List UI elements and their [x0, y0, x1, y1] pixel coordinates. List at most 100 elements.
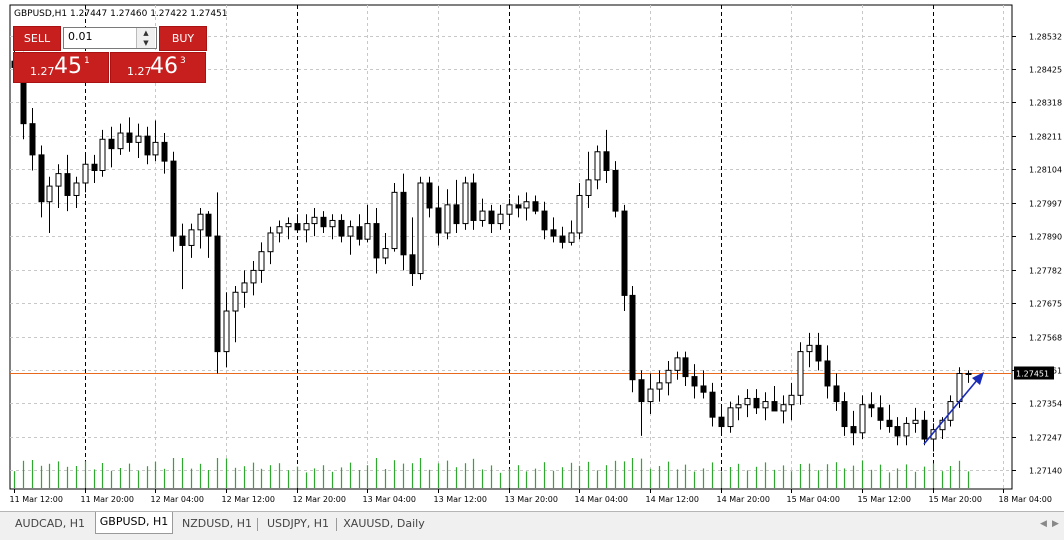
candle-bullish	[762, 401, 769, 409]
buy-price-box[interactable]: 1.27 46 3	[110, 52, 206, 83]
candle-bullish	[46, 185, 53, 203]
chart-window[interactable]: 1.28532 1.28425 1.28318 1.28211 1.28104 1.279…	[0, 0, 1064, 511]
y-tick-label: 1.28425	[1029, 66, 1062, 75]
candle-bearish	[170, 160, 177, 237]
candle-bearish	[91, 163, 98, 171]
tab-separator	[336, 518, 337, 531]
spin-down-icon[interactable]: ▼	[137, 38, 155, 48]
candle-bearish	[126, 132, 133, 143]
x-tick-label: 14 Mar 20:00	[717, 495, 770, 504]
candle-bearish	[435, 207, 442, 234]
candle-bearish	[833, 385, 840, 403]
candle-bearish	[691, 376, 698, 387]
candle-bearish	[338, 219, 345, 237]
candle-bearish	[161, 141, 168, 162]
x-tick-label: 11 Mar 12:00	[10, 495, 63, 504]
candle-bearish	[894, 426, 901, 437]
candle-bullish	[479, 210, 486, 221]
tab-scroll-right-icon[interactable]: ▶	[1052, 519, 1059, 529]
x-tick-label: 18 Mar 04:00	[999, 495, 1052, 504]
candle-bullish	[55, 173, 62, 187]
y-tick-label: 1.27890	[1029, 233, 1062, 242]
candle-bearish	[294, 223, 301, 231]
candle-bearish	[426, 182, 433, 209]
candle-bullish	[806, 344, 813, 353]
candle-bearish	[38, 154, 45, 203]
candle-bullish	[391, 191, 398, 250]
candle-bearish	[515, 204, 522, 209]
x-tick-label: 12 Mar 20:00	[293, 495, 346, 504]
candle-bullish	[647, 388, 654, 403]
candle-bullish	[912, 419, 919, 424]
trend-arrow[interactable]	[923, 378, 979, 445]
candle-bearish	[629, 294, 636, 381]
x-tick-label: 14 Mar 04:00	[575, 495, 628, 504]
candle-bearish	[550, 229, 557, 237]
candle-bullish	[576, 194, 583, 234]
tab-xauusd[interactable]: XAUUSD, Daily	[343, 517, 425, 530]
y-tick-label: 1.27782	[1029, 267, 1062, 276]
candle-bullish	[258, 251, 265, 271]
tab-gbpusd[interactable]: GBPUSD, H1	[95, 512, 173, 534]
candle-bullish	[329, 219, 336, 228]
candle-bearish	[108, 138, 115, 150]
candle-bullish	[903, 422, 910, 437]
candle-bearish	[886, 419, 893, 428]
trend-arrow-head-icon	[972, 372, 984, 385]
candle-bearish	[868, 404, 875, 409]
x-tick-label: 12 Mar 04:00	[151, 495, 204, 504]
sell-price-fraction: 1	[84, 56, 90, 66]
candle-bullish	[73, 182, 80, 196]
tab-scroll-left-icon[interactable]: ◀	[1040, 519, 1047, 529]
candle-bearish	[824, 360, 831, 387]
candle-bearish	[753, 397, 760, 409]
candle-bullish	[594, 151, 601, 181]
price-chart[interactable]: 1.28532 1.28425 1.28318 1.28211 1.28104 1.279…	[0, 0, 1064, 511]
candle-bullish	[188, 229, 195, 246]
tab-usdjpy[interactable]: USDJPY, H1	[266, 517, 330, 530]
candle-bullish	[364, 223, 371, 240]
candle-bullish	[82, 163, 89, 184]
y-tick-label: 1.28104	[1029, 166, 1062, 175]
buy-button[interactable]: BUY	[159, 26, 207, 51]
candle-bearish	[320, 216, 327, 228]
candle-bullish	[859, 404, 866, 434]
candle-bearish	[682, 357, 689, 378]
buy-price-pips: 46	[150, 54, 178, 79]
chart-tab-bar: AUDCAD, H1 GBPUSD, H1 NZDUSD, H1 USDJPY,…	[0, 511, 1064, 540]
sell-price-box[interactable]: 1.27 45 1	[13, 52, 109, 83]
candle-bearish	[205, 213, 212, 237]
lot-size-input[interactable]: 0.01	[63, 27, 157, 49]
ohlc-values: 1.27447 1.27460 1.27422 1.27451	[70, 9, 228, 19]
tab-audcad[interactable]: AUDCAD, H1	[15, 517, 85, 530]
sell-button[interactable]: SELL	[13, 26, 61, 51]
candle-bearish	[214, 235, 221, 353]
current-price-tag	[1014, 366, 1054, 380]
candle-bearish	[453, 204, 460, 225]
sell-price-pips: 45	[54, 54, 82, 79]
candle-bullish	[267, 232, 274, 253]
candle-bearish	[356, 226, 363, 240]
candle-bullish	[523, 201, 530, 209]
candle-bullish	[135, 135, 142, 143]
y-tick-label: 1.27140	[1029, 467, 1062, 476]
candle-bearish	[541, 210, 548, 231]
candle-bullish	[727, 407, 734, 428]
x-tick-label: 12 Mar 12:00	[222, 495, 275, 504]
candle-bearish	[470, 182, 477, 221]
x-tick-label: 11 Mar 20:00	[81, 495, 134, 504]
candle-bullish	[117, 132, 124, 150]
y-tick-label: 1.27354	[1029, 400, 1062, 409]
candle-bullish	[674, 357, 681, 371]
candle-bearish	[921, 419, 928, 440]
candle-bullish	[99, 138, 106, 171]
candle-bearish	[409, 254, 416, 275]
current-price-label: 1.27451	[1016, 370, 1049, 379]
candle-bearish	[850, 426, 857, 434]
candle-bullish	[780, 404, 787, 412]
candle-bullish	[735, 404, 742, 409]
tab-nzdusd[interactable]: NZDUSD, H1	[181, 517, 252, 530]
candle-bearish	[771, 401, 778, 412]
y-tick-label: 1.28211	[1029, 133, 1062, 142]
candle-bullish	[303, 223, 310, 231]
